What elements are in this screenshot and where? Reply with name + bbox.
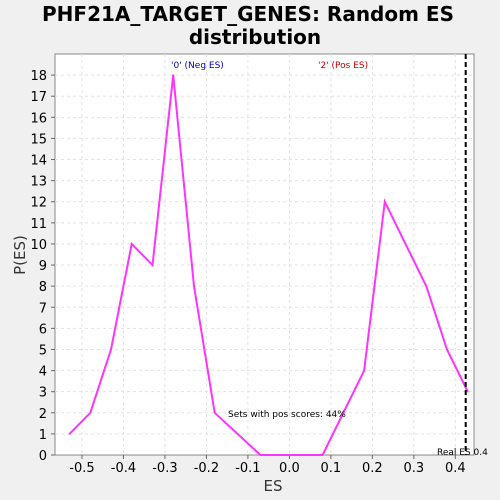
data-point — [89, 411, 92, 414]
series-layer — [68, 74, 469, 456]
y-tick-label: 1 — [39, 428, 47, 443]
y-tick-label: 13 — [30, 175, 47, 190]
real-es-label: Real ES 0.4 — [437, 448, 488, 458]
pos-scores-annotation: Sets with pos scores: 44% — [228, 410, 346, 420]
y-tick-label: 17 — [30, 90, 47, 105]
x-tick-label: 0.0 — [279, 461, 300, 476]
data-point — [466, 390, 469, 393]
data-point — [383, 200, 386, 203]
chart-title-line-1: PHF21A_TARGET_GENES: Random ES — [42, 2, 454, 26]
x-axis-ticks: -0.5 -0.4 -0.3 -0.2 -0.1 0.0 0.1 0.2 0.3 0.4 — [69, 455, 466, 476]
data-point — [213, 411, 216, 414]
neg-es-label: '0' (Neg ES) — [171, 61, 224, 71]
data-point — [446, 348, 448, 351]
x-tick-label: -0.4 — [111, 461, 136, 476]
y-tick-label: 10 — [30, 238, 47, 253]
y-tick-label: 5 — [39, 343, 47, 358]
y-tick-label: 4 — [39, 365, 47, 380]
y-tick-label: 16 — [30, 111, 47, 126]
x-tick-label: 0.1 — [321, 461, 342, 476]
x-tick-label: 0.2 — [362, 461, 383, 476]
pos-es-label: '2' (Pos ES) — [318, 61, 368, 71]
grid-lines — [55, 54, 474, 455]
plot-area — [54, 53, 475, 456]
data-point — [110, 348, 112, 351]
y-tick-label: 12 — [30, 196, 47, 211]
data-point — [193, 285, 195, 288]
y-tick-label: 6 — [39, 322, 47, 337]
y-tick-label: 14 — [30, 154, 47, 169]
x-tick-label: -0.2 — [194, 461, 219, 476]
y-axis-label: P(ES) — [11, 235, 29, 275]
y-tick-label: 7 — [39, 301, 47, 316]
data-point — [425, 285, 428, 288]
x-tick-label: 0.3 — [404, 461, 425, 476]
x-tick-label: -0.1 — [235, 461, 260, 476]
data-point — [68, 432, 71, 435]
x-axis-label: ES — [264, 477, 283, 495]
data-point — [151, 264, 154, 266]
x-tick-label: -0.5 — [69, 461, 94, 476]
es-distribution-line — [68, 74, 469, 456]
y-tick-label: 8 — [39, 280, 47, 295]
y-tick-label: 18 — [30, 69, 47, 84]
y-tick-label: 9 — [39, 259, 47, 274]
data-point — [404, 243, 407, 245]
data-point — [363, 369, 365, 372]
x-tick-label: 0.4 — [445, 461, 466, 476]
data-point — [172, 74, 175, 77]
y-tick-label: 11 — [30, 217, 47, 232]
y-tick-label: 0 — [39, 449, 47, 464]
data-point — [259, 454, 262, 456]
x-tick-label: -0.3 — [152, 461, 177, 476]
chart-title-line-2: distribution — [189, 25, 321, 49]
y-tick-label: 3 — [39, 386, 47, 401]
data-point — [130, 243, 133, 245]
y-tick-label: 2 — [39, 407, 47, 422]
data-point — [321, 454, 324, 456]
y-tick-label: 15 — [30, 132, 47, 147]
